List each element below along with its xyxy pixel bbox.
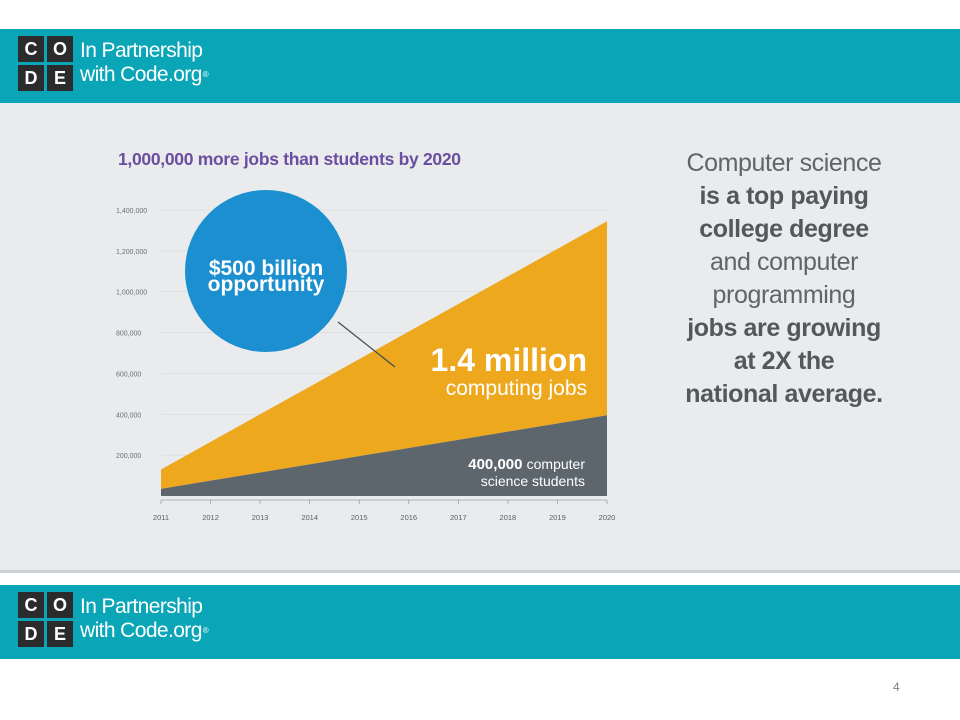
callout-line-1: is a top paying [699,182,869,210]
students-label-line1: 400,000 computer [468,456,585,473]
y-tick-label: 400,000 [116,412,141,419]
y-tick-label: 200,000 [116,453,141,460]
callout-line-5: jobs are growing [687,314,881,342]
code-logo[interactable]: C O D E [18,36,74,92]
partnership-line1: In Partnership [80,595,203,618]
partnership-line1: In Partnership [80,39,203,62]
logo-letter-o: O [47,592,73,618]
header-banner: C O D E In Partnership with Code.org® [0,29,960,103]
partnership-text: In Partnership with Code.org® [80,39,209,87]
x-tick-label: 2019 [549,513,566,522]
y-tick-label: 600,000 [116,371,141,378]
callout-line-4: programming [712,281,856,309]
logo-letter-d: D [18,65,44,91]
callout-text: Computer science is a top paying college… [648,147,920,411]
registered-mark: ® [202,626,209,635]
page-number: 4 [893,680,900,694]
jobs-area-chart: 200,000 400,000 600,000 800,000 1,000,000 1,2… [116,190,616,522]
bubble-text-line1: $500 billion [209,257,323,280]
logo-letter-d: D [18,621,44,647]
x-tick-label: 2018 [500,513,517,522]
jobs-area [161,221,607,489]
x-tick-label: 2016 [400,513,417,522]
logo-letter-c: C [18,36,44,62]
callout-line-0: Computer science [686,149,882,177]
logo-letter-o: O [47,36,73,62]
partnership-text-footer: In Partnership with Code.org® [80,595,209,643]
callout-line-3: and computer [709,248,859,276]
x-tick-label: 2017 [450,513,467,522]
registered-mark: ® [202,70,209,79]
x-tick-label: 2013 [252,513,269,522]
partnership-line2: with Code.org® [80,619,209,642]
y-tick-label: 1,000,000 [116,290,147,297]
callout-pointer [337,321,396,368]
chart-headline: 1,000,000 more jobs than students by 202… [118,149,461,169]
x-tick-label: 2011 [153,513,169,522]
logo-letter-e: E [47,65,73,91]
y-tick-label: 800,000 [116,331,141,338]
x-tick-label: 2012 [202,513,219,522]
y-tick-label: 1,400,000 [116,208,147,215]
code-logo-footer[interactable]: C O D E [18,592,74,648]
logo-letter-c: C [18,592,44,618]
jobs-label-big: 1.4 million [431,342,587,378]
x-tick-label: 2014 [301,513,318,522]
y-tick-label: 1,200,000 [116,249,147,256]
footer-banner: C O D E In Partnership with Code.org® [0,585,960,659]
logo-letter-e: E [47,621,73,647]
partnership-line2: with Code.org® [80,63,209,86]
x-tick-label: 2020 [599,513,616,522]
students-area [161,415,607,496]
students-label-line2: science students [481,473,585,489]
bubble-text-line2: opportunity [208,273,325,296]
x-tick-label: 2015 [351,513,368,522]
jobs-label-small: computing jobs [446,377,587,400]
callout-line-2: college degree [699,215,869,243]
opportunity-bubble [185,190,347,352]
callout-line-6: at 2X the [733,347,835,375]
callout-line-7: national average. [685,380,883,408]
infographic: 1,000,000 more jobs than students by 202… [113,107,946,565]
